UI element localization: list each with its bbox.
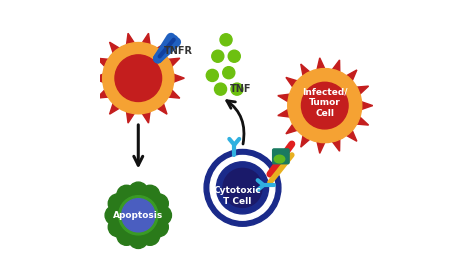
Text: Cytotoxic
T Cell: Cytotoxic T Cell: [213, 186, 261, 206]
Text: Apoptosis: Apoptosis: [113, 211, 164, 220]
Circle shape: [128, 182, 148, 201]
Circle shape: [228, 50, 240, 62]
Circle shape: [220, 34, 232, 46]
Circle shape: [231, 83, 243, 95]
Circle shape: [204, 150, 281, 226]
Circle shape: [210, 155, 275, 220]
Text: TNF: TNF: [230, 84, 252, 94]
Circle shape: [301, 82, 348, 129]
Polygon shape: [278, 58, 373, 153]
Circle shape: [103, 43, 174, 114]
Circle shape: [223, 67, 235, 79]
Circle shape: [140, 226, 160, 245]
Text: TNFR: TNFR: [164, 46, 192, 56]
Circle shape: [288, 69, 362, 143]
Circle shape: [149, 217, 168, 237]
Polygon shape: [92, 33, 184, 123]
Circle shape: [217, 162, 269, 214]
Ellipse shape: [274, 155, 285, 163]
Text: Infected/
Tumor
Cell: Infected/ Tumor Cell: [302, 88, 347, 118]
FancyBboxPatch shape: [273, 149, 289, 164]
Circle shape: [108, 217, 128, 237]
Circle shape: [117, 226, 136, 245]
Circle shape: [128, 229, 148, 248]
Circle shape: [108, 194, 128, 213]
Circle shape: [140, 185, 160, 204]
Circle shape: [115, 55, 162, 101]
Circle shape: [212, 50, 224, 62]
Circle shape: [223, 168, 262, 207]
Circle shape: [206, 70, 219, 81]
Circle shape: [118, 196, 158, 235]
Circle shape: [149, 194, 168, 213]
Circle shape: [105, 206, 124, 225]
Circle shape: [215, 83, 227, 95]
Circle shape: [122, 199, 155, 232]
Circle shape: [117, 185, 136, 204]
Circle shape: [152, 206, 172, 225]
